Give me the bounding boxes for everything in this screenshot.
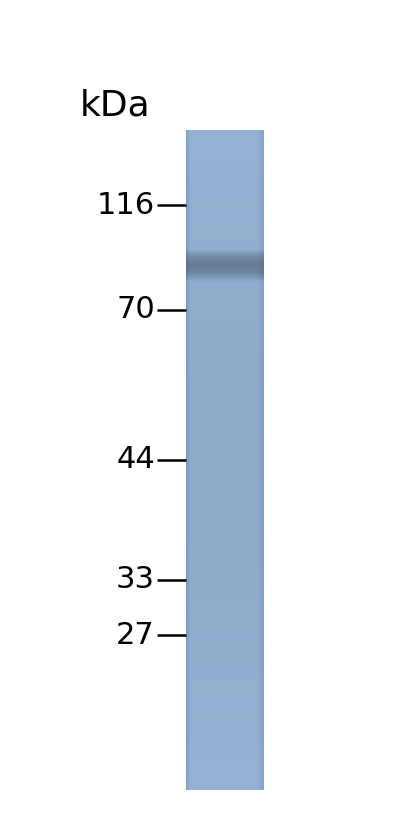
Text: 70: 70 [116,295,155,324]
Text: 33: 33 [116,565,155,595]
Text: 44: 44 [116,446,155,474]
Text: kDa: kDa [80,88,151,122]
Text: 116: 116 [97,191,155,219]
Text: 27: 27 [116,620,155,649]
